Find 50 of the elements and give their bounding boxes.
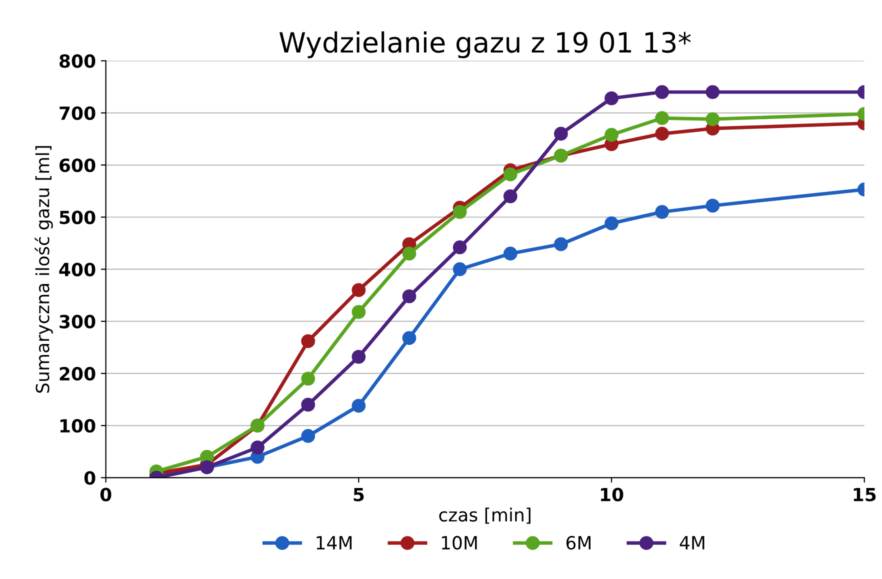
x-axis-title: czas [min] (439, 508, 530, 524)
x-tick-label: 10 (600, 488, 624, 502)
y-tick-label: 800 (60, 54, 96, 68)
point (655, 85, 670, 100)
point (301, 372, 316, 386)
legend-label: 14M (316, 536, 352, 550)
point (706, 85, 720, 100)
y-tick-label: 200 (60, 366, 96, 381)
y-tick-label: 700 (60, 106, 96, 120)
point (706, 198, 720, 213)
point (604, 128, 618, 142)
y-tick-label: 500 (60, 210, 96, 224)
point (452, 204, 467, 219)
point (402, 289, 416, 304)
legend-label: 6M (566, 536, 590, 550)
point (706, 112, 720, 126)
y-axis-title: Sumaryczna ilość gazu [ml] (34, 146, 53, 393)
point (452, 262, 467, 276)
point (503, 167, 518, 182)
point (301, 429, 316, 443)
chart-title: Wydzielanie gazu z 19 01 13* (279, 31, 691, 58)
y-tick-label: 300 (60, 314, 96, 328)
point (352, 283, 366, 298)
point (301, 334, 316, 348)
point (352, 305, 366, 319)
x-tick-label: 0 (100, 488, 112, 502)
point (452, 240, 467, 254)
y-tick-label: 600 (60, 158, 96, 172)
legend-label: 10M (442, 536, 477, 550)
point (604, 91, 618, 106)
point (554, 237, 568, 252)
point (402, 331, 416, 345)
point (655, 111, 670, 126)
y-tick-label: 100 (60, 419, 96, 433)
point (352, 350, 366, 364)
point (655, 126, 670, 141)
point (352, 398, 366, 413)
point (655, 204, 670, 219)
point (503, 189, 518, 204)
legend-label: 4M (680, 536, 704, 550)
point (604, 216, 618, 230)
point (402, 246, 416, 261)
point (503, 246, 518, 261)
x-tick-label: 5 (354, 488, 364, 502)
y-tick-label: 400 (59, 262, 96, 276)
x-tick-label: 15 (854, 488, 876, 502)
point (250, 440, 264, 454)
point (301, 398, 316, 412)
y-tick-label: 0 (84, 471, 96, 485)
point (554, 126, 568, 141)
